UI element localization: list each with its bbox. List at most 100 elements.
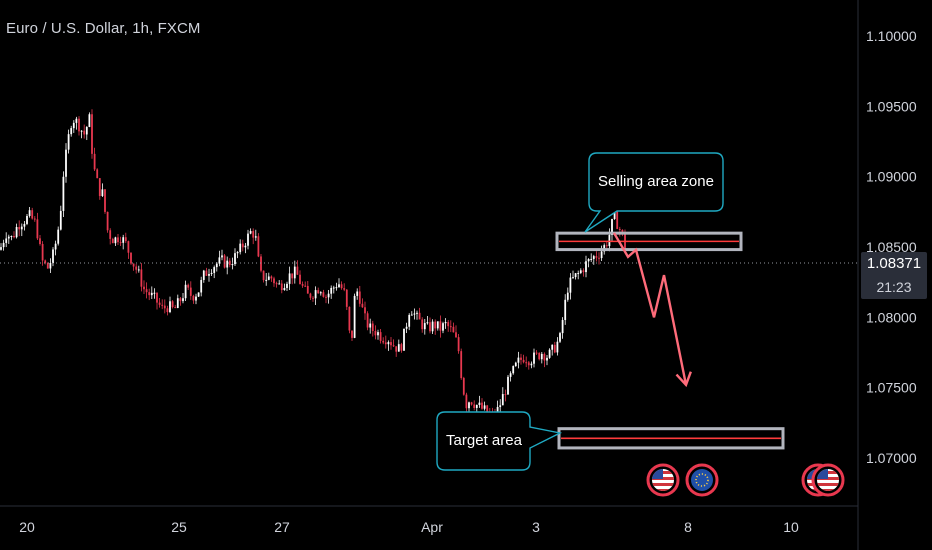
candle	[83, 124, 86, 139]
candle	[444, 318, 447, 329]
candle	[517, 351, 520, 369]
price-tick-label: 1.09000	[866, 169, 917, 185]
candle	[262, 270, 265, 283]
candle	[416, 310, 418, 320]
us-flag-icon[interactable]	[646, 463, 680, 497]
candle	[322, 289, 325, 298]
candle	[431, 319, 434, 335]
candle	[299, 270, 301, 285]
candle	[325, 294, 327, 304]
candle	[36, 212, 39, 241]
candle	[111, 237, 114, 244]
candle	[561, 317, 564, 339]
price-tick-label: 1.08000	[866, 309, 917, 325]
candle	[106, 211, 109, 233]
candle	[221, 249, 223, 261]
time-tick-label: 10	[783, 519, 799, 535]
candle	[538, 352, 541, 361]
candle	[358, 285, 361, 307]
selling-zone-callout[interactable]: Selling area zone	[584, 152, 724, 233]
candle	[174, 304, 177, 309]
candle	[611, 218, 613, 241]
candle	[314, 286, 317, 305]
projection-arrow[interactable]	[612, 232, 692, 388]
candle	[371, 320, 374, 337]
candle	[465, 392, 468, 412]
candle	[351, 330, 353, 342]
target-zone-box[interactable]	[557, 427, 785, 450]
candle	[574, 273, 577, 280]
candle	[59, 205, 62, 231]
candle	[57, 226, 60, 246]
candle	[304, 281, 307, 287]
candle	[288, 266, 291, 291]
time-tick-label: 20	[19, 519, 35, 535]
candle	[462, 376, 465, 396]
candle	[590, 253, 593, 262]
candle	[408, 313, 411, 331]
candle	[54, 240, 57, 256]
candle	[585, 255, 587, 278]
candle	[533, 348, 535, 368]
projection-layer	[612, 232, 692, 388]
candle	[158, 298, 161, 308]
candle	[78, 116, 80, 136]
candle	[332, 285, 335, 294]
candle	[278, 280, 281, 285]
candle	[286, 281, 288, 292]
candle	[208, 268, 210, 282]
candle	[148, 288, 151, 301]
candle	[293, 260, 296, 284]
eu-flag-icon[interactable]	[685, 463, 719, 497]
candle	[291, 273, 294, 285]
candle	[478, 395, 481, 408]
candle	[522, 354, 525, 364]
price-tick-label: 1.07000	[866, 450, 917, 466]
candle	[504, 389, 507, 402]
candle	[13, 231, 15, 239]
candle	[605, 241, 608, 249]
economic-events[interactable]	[646, 463, 845, 497]
symbol-title[interactable]: Euro / U.S. Dollar, 1h, FXCM	[6, 20, 201, 37]
candle	[192, 294, 195, 304]
us-flag-icon[interactable]	[811, 463, 845, 497]
candle	[7, 234, 10, 244]
candle	[439, 315, 442, 338]
candle	[2, 239, 5, 251]
target-area-callout[interactable]: Target area	[436, 411, 563, 471]
candle	[197, 292, 200, 298]
candle	[452, 322, 455, 333]
candle	[327, 290, 330, 304]
candle	[553, 341, 556, 354]
last-price-value: 1.08371	[866, 255, 922, 272]
candle	[429, 317, 431, 334]
candle	[392, 339, 395, 347]
candle	[252, 228, 255, 245]
candle	[535, 350, 538, 356]
candle	[182, 293, 184, 304]
candle	[595, 251, 598, 262]
candle	[241, 239, 244, 252]
time-axis[interactable]: 20 25 27 Apr 3 8 10	[19, 519, 799, 535]
selling-zone-box[interactable]	[555, 231, 743, 252]
candle	[395, 346, 398, 357]
candle	[171, 300, 174, 309]
candle	[117, 234, 119, 246]
candle	[455, 325, 457, 338]
candle	[468, 401, 470, 414]
candle	[353, 293, 356, 339]
candle	[202, 269, 205, 283]
candle	[130, 252, 132, 265]
time-tick-label: 27	[274, 519, 290, 535]
candle	[449, 320, 452, 333]
candle	[18, 220, 21, 237]
candle	[379, 328, 382, 344]
candle	[403, 328, 405, 351]
price-axis[interactable]: 1.10000 1.09500 1.09000 1.08500 1.08000 1.075…	[866, 28, 917, 466]
candle	[470, 401, 473, 406]
candle	[67, 129, 70, 154]
candle	[405, 322, 408, 334]
candle	[374, 325, 377, 340]
